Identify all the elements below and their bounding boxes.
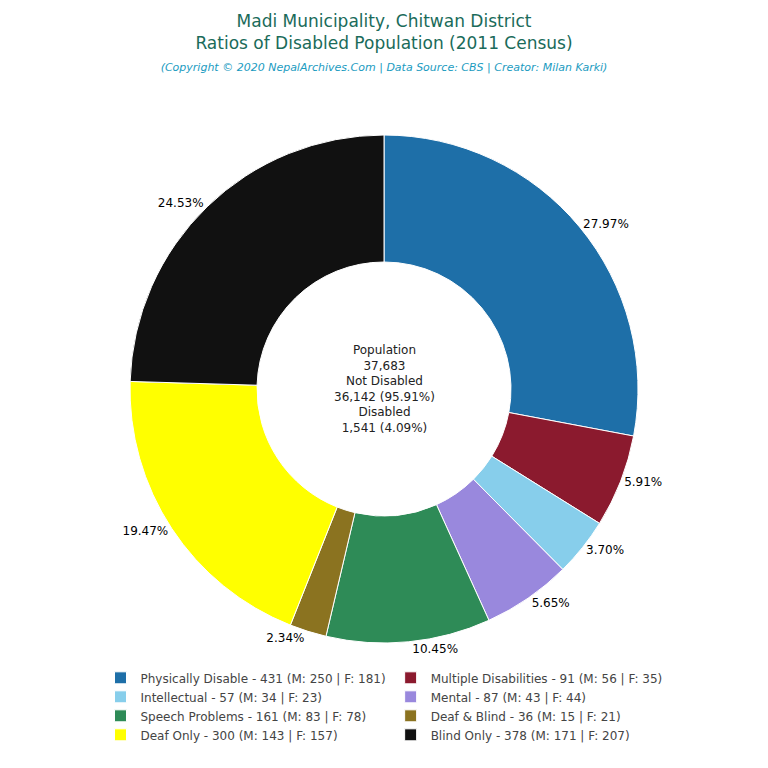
svg-text:19.47%: 19.47%: [123, 524, 169, 538]
svg-text:27.97%: 27.97%: [583, 217, 629, 231]
svg-text:5.65%: 5.65%: [532, 596, 570, 610]
svg-text:Madi Municipality, Chitwan Dis: Madi Municipality, Chitwan DistrictRatio…: [161, 11, 608, 74]
svg-text:5.91%: 5.91%: [624, 475, 662, 489]
svg-text:24.53%: 24.53%: [158, 196, 204, 210]
svg-text:Deaf & Blind - 36 (M: 15 | F:: Deaf & Blind - 36 (M: 15 | F: 21): [431, 710, 621, 724]
svg-text:Intellectual - 57 (M: 34 | F:: Intellectual - 57 (M: 34 | F: 23): [141, 691, 323, 705]
svg-text:Mental - 87 (M: 43 | F: 44): Mental - 87 (M: 43 | F: 44): [431, 691, 586, 705]
svg-text:10.45%: 10.45%: [412, 642, 458, 656]
svg-text:3.70%: 3.70%: [586, 543, 624, 557]
svg-text:Speech Problems - 161 (M: 83 |: Speech Problems - 161 (M: 83 | F: 78): [141, 710, 367, 724]
svg-text:Deaf Only - 300 (M: 143 | F: 1: Deaf Only - 300 (M: 143 | F: 157): [141, 729, 338, 743]
svg-text:Blind Only - 378 (M: 171 | F:: Blind Only - 378 (M: 171 | F: 207): [431, 729, 630, 743]
svg-text:2.34%: 2.34%: [266, 631, 304, 645]
svg-text:Physically Disable - 431 (M: 2: Physically Disable - 431 (M: 250 | F: 18…: [141, 672, 386, 686]
svg-text:Population37,683Not Disabled36: Population37,683Not Disabled36,142 (95.9…: [334, 343, 435, 435]
svg-text:Multiple Disabilities - 91 (M:: Multiple Disabilities - 91 (M: 56 | F: 3…: [431, 672, 663, 686]
